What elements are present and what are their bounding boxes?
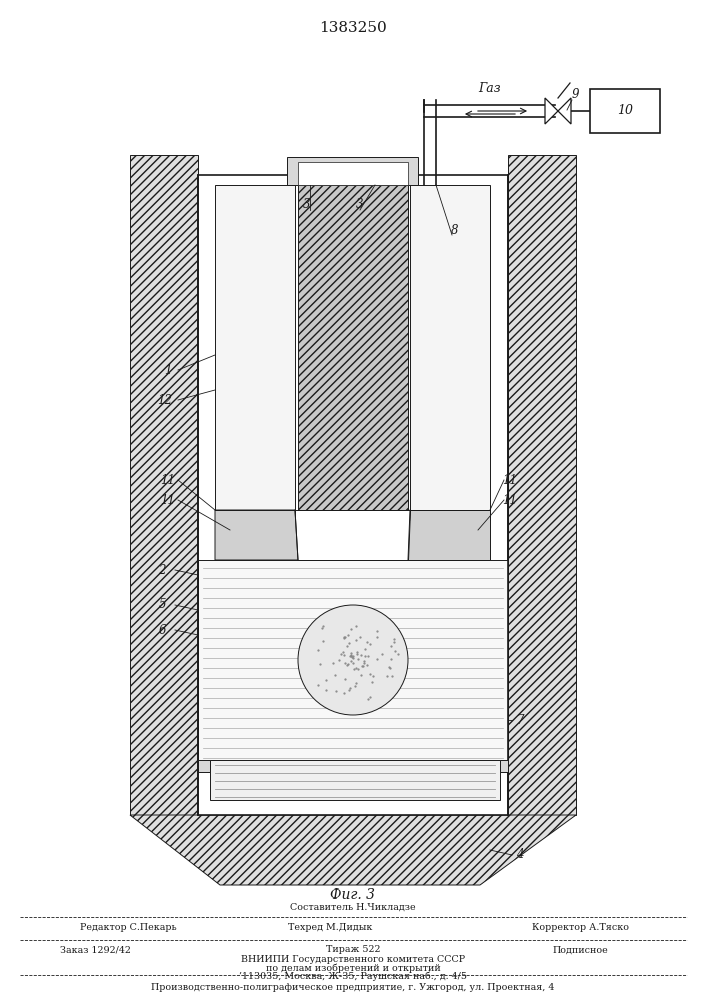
Text: Корректор А.Тяско: Корректор А.Тяско [532,922,629,932]
Polygon shape [130,815,576,885]
Polygon shape [198,560,508,760]
Text: 5: 5 [158,598,165,611]
Polygon shape [298,170,408,510]
Text: Производственно-полиграфическое предприятие, г. Ужгород, ул. Проектная, 4: Производственно-полиграфическое предприя… [151,984,555,992]
Polygon shape [410,185,490,520]
Text: 1383250: 1383250 [319,21,387,35]
Polygon shape [500,760,508,772]
Text: 11: 11 [160,493,175,506]
Text: 6: 6 [158,624,165,637]
Text: 10: 10 [617,104,633,117]
Polygon shape [210,760,500,800]
Text: ’113035, Москва, Ж-35, Раушская наб., д. 4/5: ’113035, Москва, Ж-35, Раушская наб., д.… [239,971,467,981]
Polygon shape [408,510,490,560]
Polygon shape [130,155,198,815]
Polygon shape [558,98,571,124]
Polygon shape [545,98,558,124]
Text: 7: 7 [516,714,524,726]
Text: Фиг. 3: Фиг. 3 [330,888,375,902]
Text: Газ: Газ [479,82,501,95]
Text: ВНИИПИ Государственного комитета СССР: ВНИИПИ Государственного комитета СССР [241,956,465,964]
Text: Заказ 1292/42: Заказ 1292/42 [60,946,131,954]
Polygon shape [508,155,576,815]
Text: по делам изобретений и открытий: по делам изобретений и открытий [266,963,440,973]
Text: 3: 3 [356,198,363,212]
Text: 11: 11 [503,493,518,506]
Text: 11: 11 [503,474,518,487]
Text: Составитель Н.Чикладзе: Составитель Н.Чикладзе [290,902,416,912]
Text: 1: 1 [164,363,172,376]
Polygon shape [198,760,210,772]
Polygon shape [287,157,418,185]
Text: 2: 2 [158,564,165,576]
Text: Тираж 522: Тираж 522 [326,946,380,954]
Polygon shape [298,162,408,185]
Polygon shape [198,175,508,815]
Text: Техред М.Дидык: Техред М.Дидык [288,922,372,932]
Text: Редактор С.Пекарь: Редактор С.Пекарь [80,922,177,932]
Text: 3: 3 [303,198,311,212]
Text: 12: 12 [158,393,173,406]
Polygon shape [215,185,295,520]
Circle shape [298,605,408,715]
Text: 4: 4 [516,848,524,861]
Text: 9: 9 [571,89,579,102]
Text: Подписное: Подписное [552,946,608,954]
Text: 11: 11 [160,474,175,487]
Text: 8: 8 [451,224,459,236]
Polygon shape [590,89,660,133]
Polygon shape [215,510,298,560]
